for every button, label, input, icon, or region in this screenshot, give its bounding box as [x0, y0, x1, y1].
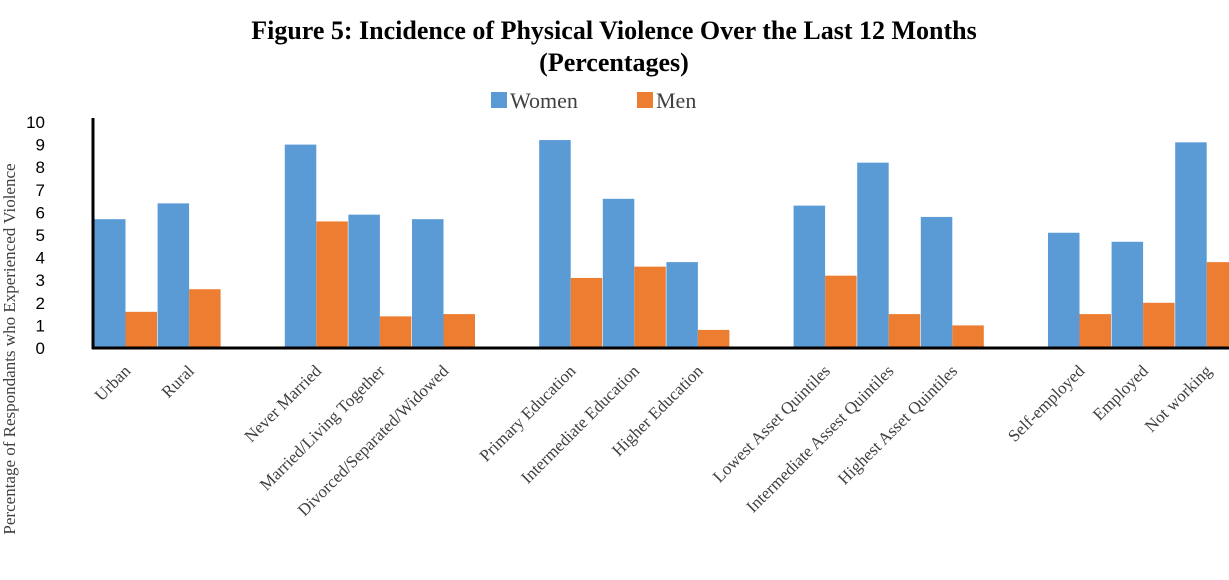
bar-women — [1111, 241, 1144, 348]
y-tick-label: 6 — [36, 203, 45, 222]
y-tick-label: 1 — [36, 316, 45, 335]
bar-men — [697, 329, 730, 348]
bar-men — [1206, 262, 1229, 348]
bar-women — [539, 140, 571, 348]
bars — [94, 140, 1229, 348]
y-tick-label: 8 — [36, 158, 45, 177]
bar-women — [348, 214, 380, 348]
x-tick-label: Highest Asset Quintiles — [834, 361, 961, 488]
bar-women — [1048, 232, 1080, 348]
chart-title-line-1: Figure 5: Incidence of Physical Violence… — [251, 16, 977, 45]
y-tick-label: 4 — [36, 249, 45, 268]
x-tick-label: Rural — [158, 361, 198, 401]
bar-women — [157, 203, 190, 348]
bar-men — [570, 277, 603, 348]
legend-swatch-women — [491, 92, 507, 108]
bar-women — [412, 219, 444, 348]
bar-women — [920, 216, 953, 348]
bar-men — [825, 275, 857, 348]
bar-men — [1079, 314, 1111, 348]
y-tick-label: 7 — [36, 181, 45, 200]
bar-women — [1175, 142, 1207, 348]
y-tick-label: 10 — [26, 113, 45, 132]
bar-men — [1143, 302, 1175, 348]
y-tick-label: 3 — [36, 271, 45, 290]
bar-men — [634, 266, 666, 348]
legend-label-women: Women — [510, 88, 578, 113]
x-tick-label: Intermediate Education — [517, 361, 643, 487]
y-tick-label: 2 — [36, 294, 45, 313]
bar-women — [284, 144, 317, 348]
x-tick-label: Not working — [1141, 361, 1216, 436]
x-tick-label: Urban — [91, 361, 135, 405]
bar-women — [666, 262, 698, 348]
y-tick-label: 9 — [36, 136, 45, 155]
bar-women — [602, 198, 635, 348]
bar-men — [379, 316, 412, 348]
bar-men — [125, 311, 157, 348]
legend-label-men: Men — [656, 88, 696, 113]
x-tick-label: Employed — [1089, 361, 1152, 424]
bar-women — [94, 219, 126, 348]
bar-men — [189, 289, 221, 348]
legend-swatch-men — [637, 92, 653, 108]
y-axis-ticks: 0 1 2 3 4 5 6 7 8 9 10 — [26, 113, 45, 358]
x-tick-label: Lowest Asset Quintiles — [709, 361, 834, 486]
y-tick-label: 5 — [36, 226, 45, 245]
x-tick-label: Married/Living Together — [256, 361, 389, 494]
bar-men — [888, 314, 921, 348]
bar-men — [952, 325, 984, 348]
bar-women — [857, 162, 889, 348]
legend: Women Men — [491, 88, 696, 113]
bar-women — [793, 205, 826, 348]
y-tick-label: 0 — [36, 339, 45, 358]
bar-men — [316, 221, 348, 348]
chart-title-line-2: (Percentages) — [539, 48, 689, 77]
x-tick-label: Self-employed — [1004, 361, 1089, 446]
bar-men — [443, 314, 475, 348]
y-axis-label: Percentage of Respondants who Experience… — [0, 163, 19, 534]
